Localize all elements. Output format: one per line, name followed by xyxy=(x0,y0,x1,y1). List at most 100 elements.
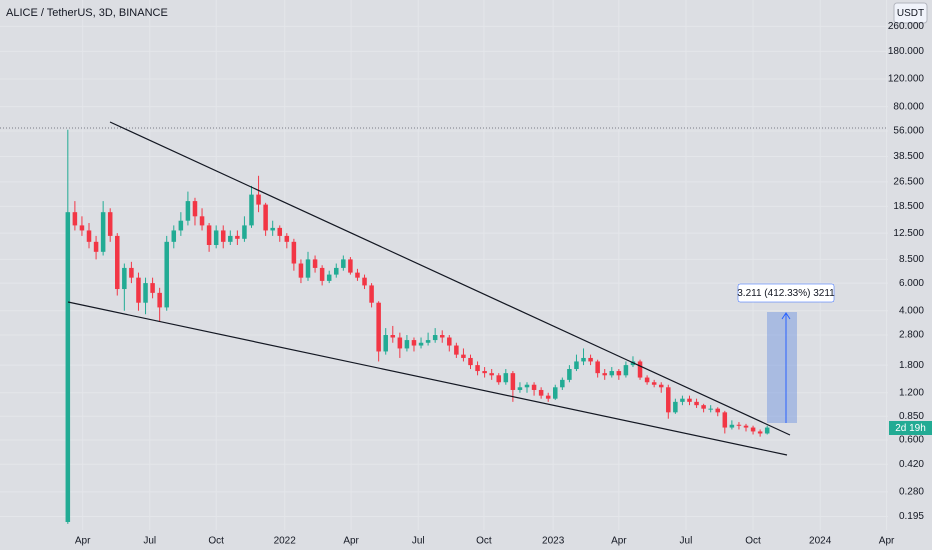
candle-body xyxy=(150,283,155,293)
candle-body xyxy=(503,373,509,383)
candle-body xyxy=(199,216,205,226)
candle-body xyxy=(72,212,78,226)
y-tick-label: 1.800 xyxy=(899,360,924,371)
candle-body xyxy=(729,424,735,428)
x-tick-label: Apr xyxy=(343,536,359,547)
candle-body xyxy=(602,373,607,376)
candle-body xyxy=(192,201,198,217)
candle-body xyxy=(432,335,438,341)
candle-body xyxy=(553,387,558,399)
candle-body xyxy=(531,384,537,390)
axes: 260.000 180.000 120.000 80.000 56.000 38.500 2… xyxy=(75,21,925,547)
y-tick-label: 2.800 xyxy=(899,330,924,341)
candle-body xyxy=(298,263,304,278)
candle-body xyxy=(454,345,459,355)
candle-body xyxy=(404,340,410,349)
y-tick-label: 120.000 xyxy=(888,74,925,85)
candle-body xyxy=(658,384,664,388)
candle-body xyxy=(757,431,763,434)
candle-body xyxy=(157,292,162,308)
candle-body xyxy=(673,401,678,413)
candle-body xyxy=(100,212,106,252)
y-tick-label: 8.500 xyxy=(899,254,924,265)
candle-body xyxy=(574,361,579,370)
candle-body xyxy=(164,241,169,308)
candle-body xyxy=(708,408,713,410)
candle-body xyxy=(736,424,742,426)
candle-body xyxy=(129,267,134,278)
candle-body xyxy=(489,373,494,376)
candle-body xyxy=(764,427,770,434)
candle-body xyxy=(65,212,71,522)
y-tick-label: 56.000 xyxy=(893,126,924,137)
candle-body xyxy=(319,267,325,281)
y-tick-label: 0.195 xyxy=(899,511,924,522)
y-tick-label: 180.000 xyxy=(888,46,925,57)
candle-body xyxy=(341,259,346,268)
measure-arrowhead xyxy=(781,312,791,320)
candle-body xyxy=(256,194,261,205)
candle-body xyxy=(538,389,544,396)
candle-body xyxy=(115,235,120,290)
candle-body xyxy=(567,369,572,380)
candle-body xyxy=(666,387,671,413)
candle-body xyxy=(270,227,275,231)
candle-body xyxy=(496,375,502,383)
candle-body xyxy=(213,230,219,245)
candle-body xyxy=(588,357,593,362)
candle-body xyxy=(220,230,226,242)
y-tick-label: 0.850 xyxy=(899,411,924,422)
y-tick-label: 26.500 xyxy=(893,177,924,188)
candle-body xyxy=(185,201,191,221)
candles xyxy=(65,129,770,524)
candle-body xyxy=(362,277,367,286)
candle-body xyxy=(623,365,629,376)
candle-body xyxy=(263,204,268,231)
x-tick-label: Oct xyxy=(476,536,492,547)
candle-body xyxy=(334,267,339,275)
candle-body xyxy=(524,384,530,388)
x-tick-label: 2024 xyxy=(809,536,832,547)
currency-button[interactable] xyxy=(893,2,928,24)
grid xyxy=(0,0,888,530)
candle-body xyxy=(86,230,92,242)
candle-body xyxy=(411,340,417,346)
candle-body xyxy=(178,220,184,231)
candle-body xyxy=(79,225,85,231)
x-tick-label: 2023 xyxy=(542,536,565,547)
candle-body xyxy=(461,354,466,358)
candle-body xyxy=(595,361,600,374)
candle-body xyxy=(122,267,127,290)
candle-body xyxy=(722,412,728,428)
candle-body xyxy=(242,225,247,239)
candle-body xyxy=(277,227,283,236)
x-tick-label: Jul xyxy=(412,536,425,547)
y-tick-label: 0.600 xyxy=(899,435,924,446)
y-tick-label: 12.500 xyxy=(893,228,924,239)
x-tick-label: Jul xyxy=(680,536,693,547)
candle-body xyxy=(715,408,721,413)
measure-label: 3.211 (412.33%) 3211 xyxy=(737,288,835,299)
price-badge-label: 2d 19h xyxy=(895,423,926,434)
candle-body xyxy=(545,395,551,399)
candle-body xyxy=(305,259,311,278)
candle-body xyxy=(228,235,233,242)
candle-body xyxy=(468,357,473,366)
candle-body xyxy=(235,235,240,239)
candle-body xyxy=(750,427,756,432)
candle-body xyxy=(644,377,650,383)
candle-body xyxy=(369,285,374,303)
candle-body xyxy=(171,230,177,242)
candle-body xyxy=(383,335,388,352)
candle-body xyxy=(390,335,396,338)
candle-body xyxy=(694,401,699,406)
upper-trendline xyxy=(109,121,791,436)
candle-body xyxy=(680,398,685,402)
candle-body xyxy=(107,212,113,236)
y-tick-label: 18.500 xyxy=(893,201,924,212)
candle-body xyxy=(284,235,290,242)
currency-label[interactable]: USDT xyxy=(897,8,924,19)
candle-body xyxy=(701,405,706,409)
